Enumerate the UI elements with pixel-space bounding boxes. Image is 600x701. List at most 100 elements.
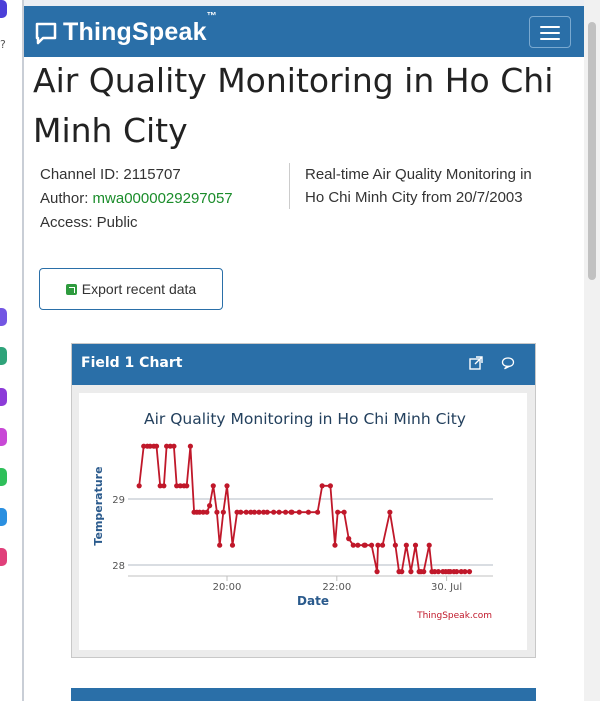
data-point[interactable] [229,542,236,548]
data-point[interactable] [238,509,244,515]
data-point[interactable] [187,443,193,449]
data-point[interactable] [164,443,170,449]
data-point[interactable] [314,509,321,515]
panel-header: Field 1 Chart [72,344,535,385]
data-point[interactable] [327,483,333,489]
data-point[interactable] [264,509,270,515]
data-point[interactable] [174,483,180,489]
field-1-chart: Air Quality Monitoring in Ho Chi Minh Ci… [92,410,493,621]
extension-icon[interactable] [0,388,7,406]
browser-side-rail: ? [0,0,24,701]
chart-container: Air Quality Monitoring in Ho Chi Minh Ci… [79,393,527,650]
hamburger-icon [540,26,560,28]
data-point[interactable] [374,569,380,575]
data-point[interactable] [271,509,277,515]
data-point[interactable] [341,509,347,515]
data-point[interactable] [408,569,414,575]
data-point[interactable] [447,569,453,575]
data-point[interactable] [141,443,147,449]
data-point[interactable] [224,483,230,489]
export-recent-data-button[interactable]: Export recent data [39,268,223,310]
external-link-icon [65,283,77,295]
data-point[interactable] [276,509,282,515]
data-point[interactable] [153,443,160,449]
channel-description: Real-time Air Quality Monitoring in Ho C… [305,166,532,206]
data-point[interactable] [234,509,240,515]
divider [289,163,290,209]
author-link[interactable]: mwa0000029297057 [92,190,233,207]
data-point[interactable] [214,509,220,515]
menu-toggle-button[interactable] [529,16,571,48]
data-point[interactable] [335,509,341,515]
channel-info: Channel ID: 2115707 Author: mwa000002929… [40,163,233,235]
data-point[interactable] [362,542,368,548]
data-point[interactable] [387,509,393,515]
data-point[interactable] [392,542,398,548]
speech-bubble-icon [35,22,57,44]
data-point[interactable] [350,542,356,548]
data-point[interactable] [282,509,289,515]
data-point[interactable] [217,542,223,548]
data-point[interactable] [462,569,468,575]
data-point[interactable] [421,569,427,575]
data-point[interactable] [171,443,177,449]
x-tick-label: 22:00 [322,582,351,593]
data-point[interactable] [184,483,190,489]
extension-icon[interactable] [0,347,7,365]
data-point[interactable] [375,542,381,548]
data-point[interactable] [379,542,386,548]
data-point[interactable] [167,443,173,449]
data-point[interactable] [248,509,254,515]
scrollbar-thumb[interactable] [588,22,596,280]
data-point[interactable] [426,542,432,548]
data-point[interactable] [454,569,460,575]
extension-icon[interactable] [0,428,7,446]
data-point[interactable] [136,483,142,489]
data-point[interactable] [432,569,438,575]
data-point[interactable] [346,536,352,542]
comment-icon[interactable] [501,356,515,370]
data-point[interactable] [412,542,419,548]
data-point[interactable] [161,483,167,489]
field-1-chart-panel: Field 1 Chart Air Quality Monitoring in … [71,343,536,658]
y-axis-label: Temperature [92,466,105,545]
data-point[interactable] [319,483,325,489]
data-point[interactable] [403,542,409,548]
data-point[interactable] [177,483,183,489]
open-in-new-window-icon[interactable] [469,356,483,370]
data-point[interactable] [147,443,153,449]
data-point[interactable] [157,483,163,489]
extension-icon[interactable] [0,0,7,18]
chart-credit[interactable]: ThingSpeak.com [416,611,492,621]
extension-icon[interactable] [0,468,7,486]
data-point[interactable] [399,569,405,575]
data-point[interactable] [251,509,258,515]
data-point[interactable] [435,569,441,575]
data-point[interactable] [196,509,203,515]
data-point[interactable] [220,509,226,515]
channel-title: Air Quality Monitoring in Ho Chi Minh Ci… [33,61,554,150]
data-point[interactable] [200,509,206,515]
data-point[interactable] [207,503,213,509]
data-point[interactable] [210,483,216,489]
data-point[interactable] [296,509,302,515]
data-point[interactable] [261,509,267,515]
data-point[interactable] [305,509,312,515]
data-point[interactable] [355,542,361,548]
data-point[interactable] [289,509,295,515]
logo[interactable]: ThingSpeak™ [34,11,217,47]
data-point[interactable] [466,569,473,575]
extension-icon[interactable] [0,508,7,526]
channel-page: ThingSpeak™ Air Quality Monitoring in Ho… [24,6,584,701]
extension-icon[interactable] [0,308,7,326]
scrollbar[interactable] [584,0,600,701]
help-icon[interactable]: ? [0,38,6,51]
data-point[interactable] [332,542,338,548]
data-point[interactable] [243,509,249,515]
data-point[interactable] [204,509,210,515]
channel-access: Access: Public [40,214,138,231]
extension-icon[interactable] [0,548,7,566]
data-point[interactable] [458,569,464,575]
data-point[interactable] [368,542,375,548]
data-point[interactable] [256,509,262,515]
